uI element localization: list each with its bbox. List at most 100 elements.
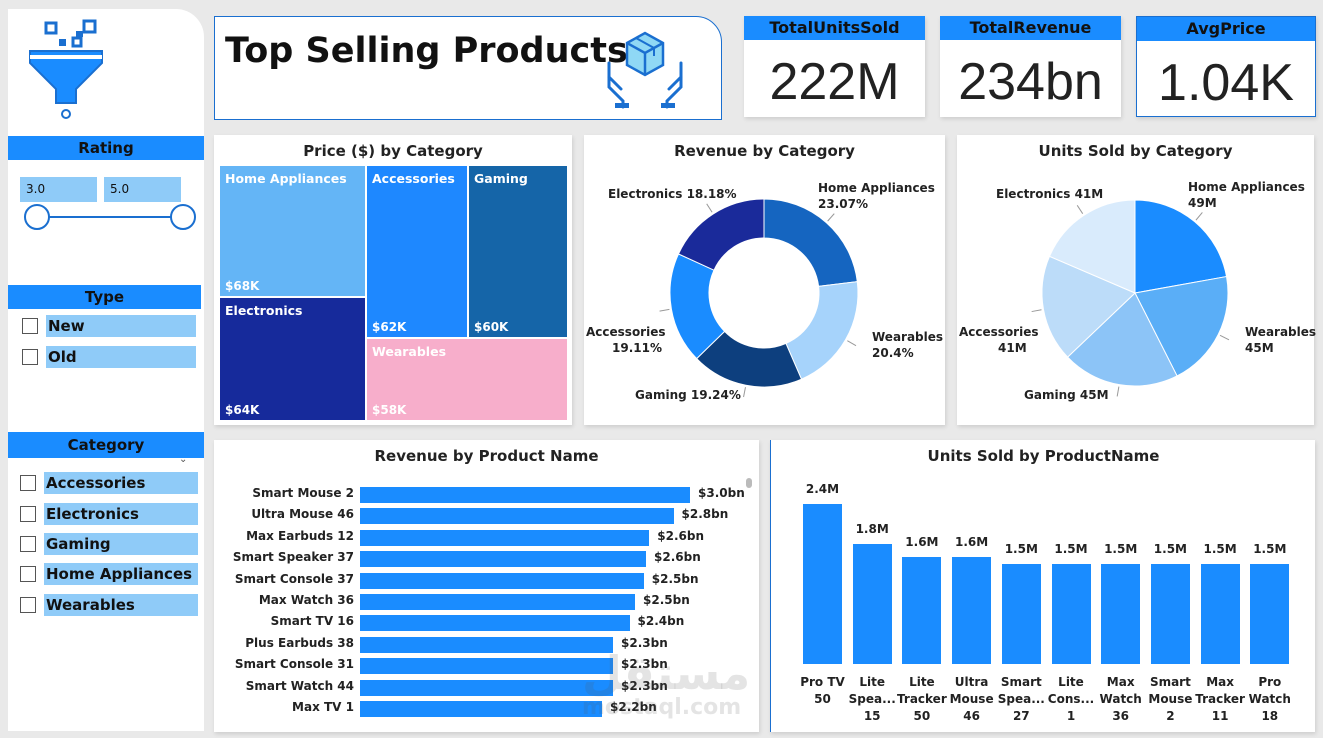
bar[interactable] bbox=[360, 508, 674, 525]
leader-line bbox=[659, 308, 670, 312]
kpi-value: 234bn bbox=[958, 53, 1103, 111]
slice-electronics[interactable] bbox=[677, 198, 765, 271]
bar[interactable] bbox=[360, 679, 613, 696]
bar-row[interactable]: Smart Mouse 2 $3.0bn bbox=[214, 485, 754, 505]
rating-max-input[interactable]: 5.0 bbox=[104, 177, 181, 202]
bar-area: Smart Mouse 2 $3.0bn Ultra Mouse 46 $2.8bn M… bbox=[214, 485, 759, 725]
bar[interactable] bbox=[360, 529, 650, 546]
kpi-label: TotalUnitsSold bbox=[744, 16, 925, 40]
category-option-gaming[interactable]: Gaming bbox=[20, 533, 200, 555]
slice-wearables[interactable] bbox=[785, 281, 859, 380]
column[interactable] bbox=[1250, 564, 1290, 664]
slice-electronics[interactable] bbox=[1048, 199, 1136, 294]
column[interactable] bbox=[952, 557, 992, 664]
bar-row[interactable]: Max Watch 36 $2.5bn bbox=[214, 592, 754, 612]
slider-min-handle[interactable] bbox=[24, 204, 50, 230]
bar-category-label: Max Earbuds 12 bbox=[246, 528, 354, 543]
slice-name: Home Appliances bbox=[1188, 180, 1305, 194]
treemap-tile-home-appliances[interactable]: Home Appliances $68K bbox=[219, 165, 366, 297]
bar-row[interactable]: Max TV 1 $2.2bn bbox=[214, 699, 754, 719]
column-value-label: 2.4M bbox=[805, 482, 840, 496]
slice-home-appliances[interactable] bbox=[763, 198, 858, 287]
column[interactable] bbox=[852, 544, 892, 664]
column[interactable] bbox=[1150, 564, 1190, 664]
checkbox[interactable] bbox=[22, 318, 38, 334]
column-value-label: 1.5M bbox=[1054, 542, 1088, 556]
column[interactable] bbox=[1001, 564, 1041, 664]
slice-value: 41M bbox=[998, 341, 1027, 355]
bar[interactable] bbox=[360, 572, 644, 589]
column[interactable] bbox=[803, 504, 842, 664]
type-option-old[interactable]: Old bbox=[22, 346, 197, 368]
filter-sidebar: Rating 3.0 5.0 Type New Old Category ⌄ A… bbox=[8, 9, 204, 731]
pie-chart bbox=[1031, 199, 1230, 397]
bar[interactable] bbox=[360, 487, 690, 503]
slice-label-gaming: Gaming 45M bbox=[1024, 387, 1109, 403]
kpi-label: AvgPrice bbox=[1137, 17, 1315, 41]
bar-row[interactable]: Ultra Mouse 46 $2.8bn bbox=[214, 506, 754, 526]
column[interactable] bbox=[1200, 564, 1240, 664]
leader-line bbox=[1219, 334, 1230, 341]
tile-value: $58K bbox=[372, 403, 407, 417]
checkbox[interactable] bbox=[20, 566, 36, 582]
treemap-tile-wearables[interactable]: Wearables $58K bbox=[366, 338, 568, 421]
bar[interactable] bbox=[360, 636, 613, 653]
tile-label: Wearables bbox=[372, 344, 447, 359]
column[interactable] bbox=[1051, 564, 1091, 664]
checkbox[interactable] bbox=[20, 506, 36, 522]
bar-row[interactable]: Smart Watch 44 $2.3bn bbox=[214, 678, 754, 698]
column-value-label: 1.5M bbox=[1153, 542, 1187, 556]
bar[interactable] bbox=[360, 615, 630, 632]
category-option-home-appliances[interactable]: Home Appliances bbox=[20, 563, 200, 585]
treemap-tile-electronics[interactable]: Electronics $64K bbox=[219, 297, 366, 421]
bar-row[interactable]: Smart TV 16 $2.4bn bbox=[214, 613, 754, 633]
column-area: 2.4M Pro TV 50 1.8M Lite Spea... 15 1.6M Lite Tra… bbox=[771, 440, 1316, 732]
bar[interactable] bbox=[360, 551, 646, 568]
bar-row[interactable]: Plus Earbuds 38 $2.3bn bbox=[214, 635, 754, 655]
slice-label-gaming: Gaming 19.24% bbox=[635, 387, 741, 403]
column[interactable] bbox=[902, 557, 942, 664]
kpi-value: 222M bbox=[769, 53, 900, 111]
category-option-electronics[interactable]: Electronics bbox=[20, 503, 200, 525]
bar-row[interactable]: Smart Console 37 $2.5bn bbox=[214, 571, 754, 591]
chart-title: Price ($) by Category bbox=[303, 142, 483, 160]
chart-title: Units Sold by ProductName bbox=[927, 447, 1160, 465]
category-option-wearables[interactable]: Wearables bbox=[20, 594, 200, 616]
column[interactable] bbox=[1101, 564, 1141, 664]
slice-gaming[interactable] bbox=[1066, 292, 1178, 387]
bar[interactable] bbox=[360, 594, 635, 610]
type-option-new[interactable]: New bbox=[22, 315, 197, 337]
treemap-tile-accessories[interactable]: Accessories $62K bbox=[366, 165, 468, 338]
watermark-latin: mostaql.com bbox=[582, 695, 742, 720]
bar-value-label: $2.3bn bbox=[621, 657, 668, 672]
treemap-tile-gaming[interactable]: Gaming $60K bbox=[468, 165, 568, 338]
category-option-label: Accessories bbox=[44, 472, 198, 494]
slice-value: 45M bbox=[1245, 341, 1274, 355]
bar[interactable] bbox=[360, 701, 602, 717]
type-option-label: New bbox=[46, 315, 196, 337]
checkbox[interactable] bbox=[20, 475, 36, 491]
slider-max-handle[interactable] bbox=[170, 204, 196, 230]
chevron-down-icon[interactable]: ⌄ bbox=[179, 454, 188, 465]
column-value-label: 1.5M bbox=[1104, 542, 1138, 556]
category-option-accessories[interactable]: Accessories bbox=[20, 472, 200, 494]
checkbox[interactable] bbox=[22, 349, 38, 365]
scrollbar-thumb[interactable] bbox=[746, 478, 752, 488]
checkbox[interactable] bbox=[20, 597, 36, 613]
rating-min-input[interactable]: 3.0 bbox=[20, 177, 97, 202]
column-category-label: Lite Spea... 15 bbox=[848, 675, 896, 723]
slice-accessories[interactable] bbox=[1041, 255, 1136, 358]
bar-row[interactable]: Smart Speaker 37 $2.6bn bbox=[214, 549, 754, 569]
slice-name: Accessories bbox=[586, 325, 666, 339]
slice-wearables[interactable] bbox=[1134, 275, 1229, 377]
checkbox[interactable] bbox=[20, 536, 36, 552]
bar-row[interactable]: Max Earbuds 12 $2.6bn bbox=[214, 528, 754, 548]
bar-row[interactable]: Smart Console 31 $2.3bn bbox=[214, 656, 754, 676]
type-option-label: Old bbox=[46, 346, 196, 368]
column-category-label: Pro Watch 18 bbox=[1248, 675, 1291, 723]
slice-home-appliances[interactable] bbox=[1134, 199, 1228, 294]
column-category-label: Max Watch 36 bbox=[1099, 675, 1142, 723]
rating-slider[interactable] bbox=[24, 204, 196, 230]
bar[interactable] bbox=[360, 658, 613, 675]
slice-value: 49M bbox=[1188, 196, 1217, 210]
